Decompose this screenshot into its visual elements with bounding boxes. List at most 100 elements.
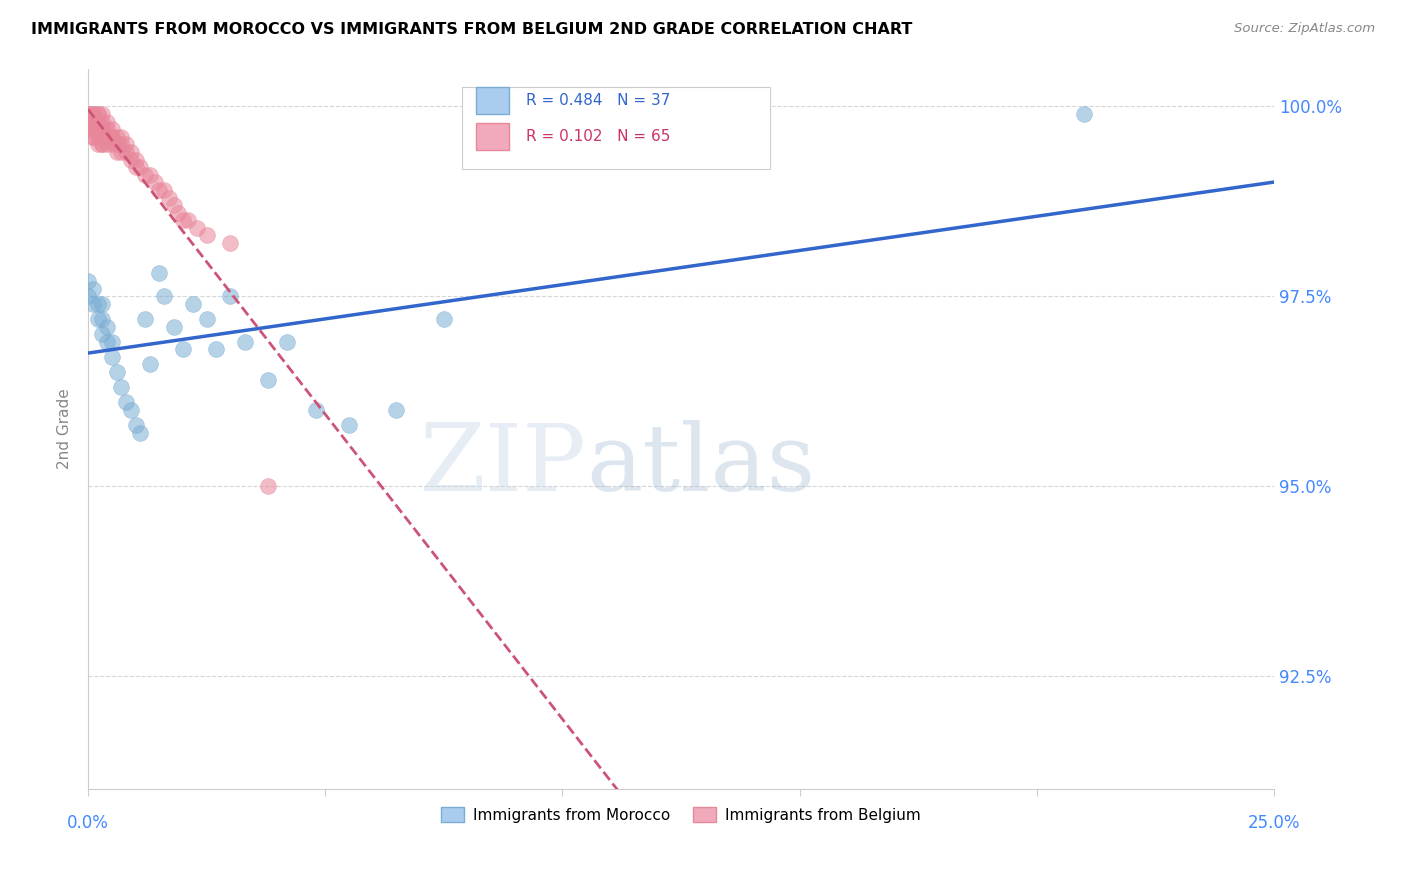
Point [86, 107, 108, 121]
Point [257, 373, 280, 387]
Point [172, 213, 194, 227]
Point [124, 160, 146, 174]
Point [105, 145, 128, 159]
Point [115, 145, 138, 159]
Point [1073, 107, 1095, 121]
Point [101, 129, 124, 144]
Point [134, 168, 156, 182]
Y-axis label: 2nd Grade: 2nd Grade [58, 389, 72, 469]
Point [86, 297, 108, 311]
Point [257, 479, 280, 493]
Point [86, 114, 108, 128]
Point [101, 137, 124, 152]
Point [91, 129, 114, 144]
Point [82, 129, 104, 144]
Text: Source: ZipAtlas.com: Source: ZipAtlas.com [1234, 22, 1375, 36]
Point [91, 122, 114, 136]
Bar [475, 122, 509, 150]
Point [157, 190, 180, 204]
Point [96, 334, 118, 349]
Legend: Immigrants from Morocco, Immigrants from Belgium: Immigrants from Morocco, Immigrants from… [434, 800, 927, 829]
Point [162, 319, 184, 334]
Point [305, 403, 328, 417]
Point [91, 137, 114, 152]
Point [105, 129, 128, 144]
Point [96, 129, 118, 144]
Point [134, 312, 156, 326]
Point [139, 358, 162, 372]
Point [91, 114, 114, 128]
Point [77, 107, 100, 121]
Point [91, 297, 114, 311]
Point [77, 107, 100, 121]
Point [86, 107, 108, 121]
Text: IMMIGRANTS FROM MOROCCO VS IMMIGRANTS FROM BELGIUM 2ND GRADE CORRELATION CHART: IMMIGRANTS FROM MOROCCO VS IMMIGRANTS FR… [31, 22, 912, 37]
Point [120, 145, 142, 159]
Point [82, 122, 104, 136]
Point [91, 137, 114, 152]
Point [219, 289, 242, 303]
Point [77, 122, 100, 136]
Point [148, 267, 170, 281]
Point [143, 175, 166, 189]
Point [82, 114, 104, 128]
Point [86, 129, 108, 144]
Point [186, 220, 208, 235]
Point [91, 312, 114, 326]
Point [110, 129, 132, 144]
Point [124, 418, 146, 433]
Point [86, 122, 108, 136]
Point [101, 122, 124, 136]
Point [82, 107, 104, 121]
Point [86, 114, 108, 128]
Point [385, 403, 408, 417]
Point [172, 343, 194, 357]
Point [120, 153, 142, 167]
Point [148, 183, 170, 197]
Point [91, 122, 114, 136]
Point [105, 365, 128, 379]
Text: atlas: atlas [586, 420, 815, 510]
Point [433, 312, 456, 326]
Point [195, 312, 218, 326]
Point [86, 312, 108, 326]
Text: 0.0%: 0.0% [67, 814, 110, 832]
Point [96, 122, 118, 136]
Point [96, 137, 118, 152]
Point [115, 395, 138, 409]
Point [110, 145, 132, 159]
Point [96, 319, 118, 334]
Text: 25.0%: 25.0% [1247, 814, 1301, 832]
Point [153, 183, 176, 197]
Point [82, 114, 104, 128]
Point [233, 334, 256, 349]
Point [195, 228, 218, 243]
Bar [475, 87, 509, 114]
Point [153, 289, 176, 303]
Text: R = 0.484   N = 37: R = 0.484 N = 37 [526, 93, 671, 108]
Point [101, 350, 124, 364]
Point [96, 114, 118, 128]
Point [115, 137, 138, 152]
Point [167, 205, 190, 219]
Point [101, 334, 124, 349]
Point [96, 129, 118, 144]
Point [124, 153, 146, 167]
Point [162, 198, 184, 212]
Point [337, 418, 360, 433]
Point [86, 122, 108, 136]
Point [129, 425, 152, 440]
Point [82, 297, 104, 311]
Point [82, 122, 104, 136]
Point [181, 297, 204, 311]
Point [110, 380, 132, 394]
Point [205, 343, 228, 357]
Point [120, 403, 142, 417]
Point [77, 114, 100, 128]
Point [86, 137, 108, 152]
Text: ZIP: ZIP [419, 420, 586, 510]
Point [105, 137, 128, 152]
Point [82, 107, 104, 121]
Point [177, 213, 200, 227]
Point [77, 289, 100, 303]
